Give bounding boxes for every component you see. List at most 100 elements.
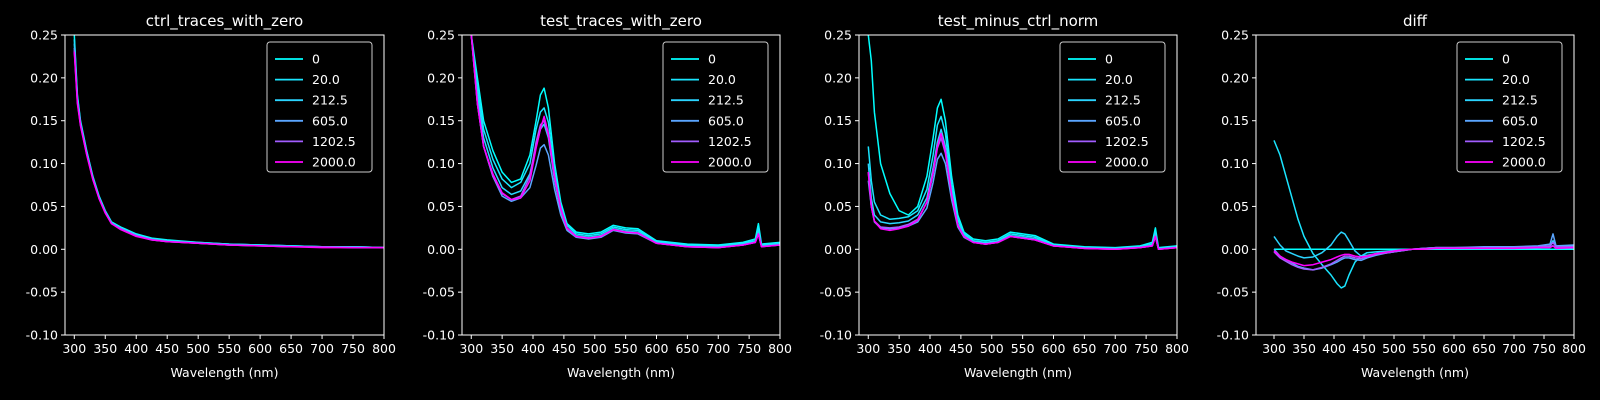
- x-tick-label: 800: [1562, 341, 1586, 356]
- y-tick-label: 0.15: [824, 113, 852, 128]
- series-line-212.5: [1273, 231, 1574, 259]
- x-tick-label: 700: [706, 341, 730, 356]
- legend-box: [1059, 41, 1166, 173]
- axes-frame: [858, 34, 1178, 336]
- x-tick-label: 600: [645, 341, 669, 356]
- y-tick-label: 0.25: [1221, 28, 1249, 43]
- y-tick-label: 0.20: [1221, 70, 1249, 85]
- x-tick-label: 650: [279, 341, 303, 356]
- y-tick-label: 0.05: [824, 199, 852, 214]
- y-tick-label: 0.05: [30, 199, 58, 214]
- x-tick-label: 400: [918, 341, 942, 356]
- y-tick-label: 0.00: [30, 242, 58, 257]
- y-tick-label: 0.05: [427, 199, 455, 214]
- legend-box: [266, 41, 373, 173]
- series-group: [867, 35, 1177, 251]
- legend-label: 1202.5: [1105, 134, 1149, 149]
- panel-4: diff 300 350 400 450 500 550 600 650 700 750 800 -0.…: [1217, 12, 1586, 380]
- axes-frame: [461, 34, 781, 336]
- x-tick-label: 400: [124, 341, 148, 356]
- legend-label: 605.0: [312, 113, 348, 128]
- y-tick-label: 0.20: [30, 70, 58, 85]
- x-tick-label: 350: [887, 341, 911, 356]
- legend-label: 2000.0: [312, 155, 356, 170]
- legend-label: 212.5: [312, 93, 348, 108]
- legend-label: 2000.0: [1105, 155, 1149, 170]
- y-tick-label: 0.00: [1221, 242, 1249, 257]
- y-tick-label: 0.10: [824, 156, 852, 171]
- x-tick-label: 750: [1134, 341, 1158, 356]
- legend: 0 20.0 212.5 605.0 1202.5 2000.0: [662, 41, 769, 173]
- y-tick-label: -0.05: [26, 285, 58, 300]
- legend-label: 0: [1502, 52, 1510, 67]
- x-tick-label: 700: [1103, 341, 1127, 356]
- legend-label: 212.5: [1105, 93, 1141, 108]
- legend-label: 20.0: [1502, 72, 1530, 87]
- x-tick-label: 300: [856, 341, 880, 356]
- legend-label: 1202.5: [708, 134, 752, 149]
- x-tick-label: 450: [552, 341, 576, 356]
- series-line-2000.0: [867, 132, 1177, 251]
- legend-label: 605.0: [708, 113, 744, 128]
- y-tick-label: 0.15: [1221, 113, 1249, 128]
- y-tick-label: -0.05: [820, 285, 852, 300]
- x-tick-label: 650: [1072, 341, 1096, 356]
- axes-frame: [1255, 34, 1575, 336]
- x-tick-label: 450: [1352, 341, 1376, 356]
- legend-label: 0: [312, 52, 320, 67]
- x-tick-label: 800: [768, 341, 792, 356]
- legend-label: 20.0: [708, 72, 736, 87]
- legend-label: 212.5: [708, 93, 744, 108]
- x-tick-label: 400: [521, 341, 545, 356]
- x-axis-label: Wavelength (nm): [1361, 365, 1469, 380]
- x-axis-label: Wavelength (nm): [171, 365, 279, 380]
- x-tick-label: 350: [93, 341, 117, 356]
- x-tick-label: 750: [1532, 341, 1556, 356]
- x-tick-label: 450: [155, 341, 179, 356]
- series-line-1202.5: [1273, 241, 1574, 271]
- series-line-605.0: [1273, 233, 1574, 271]
- y-tick-label: -0.10: [26, 328, 58, 343]
- x-tick-label: 350: [1292, 341, 1316, 356]
- x-tick-label: 650: [1472, 341, 1496, 356]
- x-tick-label: 350: [490, 341, 514, 356]
- x-tick-label: 750: [737, 341, 761, 356]
- chart-title: test_traces_with_zero: [540, 12, 702, 31]
- x-tick-label: 800: [372, 341, 396, 356]
- legend-label: 20.0: [312, 72, 340, 87]
- legend-label: 605.0: [1502, 113, 1538, 128]
- y-tick-label: 0.15: [427, 113, 455, 128]
- legend-label: 0: [1105, 52, 1113, 67]
- legend: 0 20.0 212.5 605.0 1202.5 2000.0: [266, 41, 373, 173]
- legend-label: 20.0: [1105, 72, 1133, 87]
- legend-label: 1202.5: [1502, 134, 1546, 149]
- y-tick-label: 0.00: [824, 242, 852, 257]
- series-group: [470, 35, 780, 249]
- x-tick-label: 800: [1165, 341, 1189, 356]
- series-line-2000.0: [73, 52, 384, 249]
- y-tick-label: -0.10: [423, 328, 455, 343]
- y-tick-label: -0.05: [1217, 285, 1249, 300]
- x-tick-label: 300: [459, 341, 483, 356]
- panel-3: test_minus_ctrl_norm 300 350 400 450 500 550 60…: [820, 12, 1189, 380]
- series-line-2000.0: [1273, 245, 1574, 267]
- y-tick-label: 0.00: [427, 242, 455, 257]
- x-tick-label: 600: [1442, 341, 1466, 356]
- x-tick-label: 300: [62, 341, 86, 356]
- series-group: [1273, 140, 1574, 289]
- x-tick-label: 500: [1382, 341, 1406, 356]
- x-tick-label: 550: [1011, 341, 1035, 356]
- chart-title: ctrl_traces_with_zero: [146, 12, 303, 31]
- x-tick-label: 500: [186, 341, 210, 356]
- x-axis-label: Wavelength (nm): [964, 365, 1072, 380]
- legend-box: [1456, 41, 1563, 173]
- y-tick-label: 0.20: [427, 70, 455, 85]
- legend-label: 212.5: [1502, 93, 1538, 108]
- legend: 0 20.0 212.5 605.0 1202.5 2000.0: [1059, 41, 1166, 173]
- x-tick-label: 450: [949, 341, 973, 356]
- x-tick-label: 550: [614, 341, 638, 356]
- series-line-0: [867, 35, 1177, 249]
- legend-box: [662, 41, 769, 173]
- panel-1: ctrl_traces_with_zero 300 350 400 450 500 550 6…: [26, 12, 396, 380]
